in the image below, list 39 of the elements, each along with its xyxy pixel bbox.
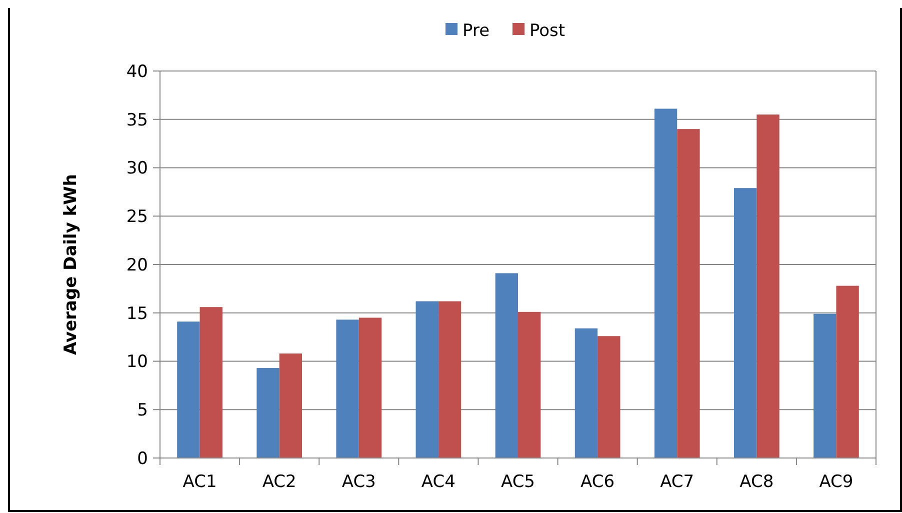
bar (358, 318, 382, 458)
bar (734, 188, 757, 458)
y-axis-title: Average Daily kWh (61, 174, 81, 356)
x-tick-label: AC8 (740, 472, 774, 492)
bar (438, 301, 462, 458)
x-tick-label: AC5 (500, 472, 536, 492)
legend-label: Pre (462, 20, 490, 41)
bar (200, 307, 222, 458)
bar (598, 336, 620, 458)
x-tick-label: AC6 (580, 472, 615, 492)
bar (279, 354, 302, 458)
y-tick-label: 35 (126, 110, 148, 130)
bar (574, 328, 598, 458)
x-tick-label: AC7 (660, 472, 694, 492)
bar (518, 312, 541, 458)
bar (836, 286, 859, 458)
x-tick-label: AC9 (819, 472, 854, 492)
bar (177, 322, 200, 458)
y-tick-label: 15 (126, 304, 148, 324)
y-tick-label: 0 (137, 448, 148, 469)
bar (756, 114, 780, 458)
x-tick-label: AC1 (182, 472, 217, 492)
bar (336, 320, 359, 458)
y-tick-label: 40 (126, 62, 148, 82)
bar (416, 301, 438, 458)
y-tick-label: 25 (126, 207, 148, 228)
bar (256, 368, 280, 458)
y-tick-label: 30 (126, 158, 148, 179)
bar (677, 129, 700, 458)
legend-label: Post (530, 20, 566, 41)
bar (495, 273, 518, 458)
y-tick-label: 10 (126, 352, 148, 372)
x-tick-label: AC4 (421, 472, 456, 492)
x-tick-label: AC3 (342, 472, 376, 492)
x-tick-label: AC2 (262, 472, 296, 492)
bar (654, 108, 678, 458)
bar (814, 314, 836, 458)
y-tick-label: 5 (137, 400, 148, 421)
y-tick-label: 20 (126, 255, 148, 276)
